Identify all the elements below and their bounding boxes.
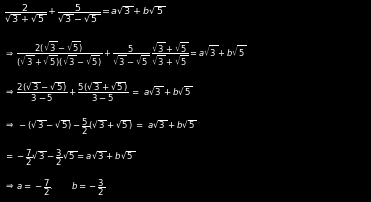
Text: $\dfrac{2}{\sqrt{3}+\sqrt{5}}+\dfrac{5}{\sqrt{3}-\sqrt{5}}=a\sqrt{3}+b\sqrt{5}$: $\dfrac{2}{\sqrt{3}+\sqrt{5}}+\dfrac{5}{… <box>4 2 165 24</box>
Text: $\Rightarrow\;a=-\dfrac{7}{2}.\quad\quad b=-\dfrac{3}{2}$: $\Rightarrow\;a=-\dfrac{7}{2}.\quad\quad… <box>4 177 105 197</box>
Text: $\Rightarrow\;\dfrac{2(\sqrt{3}-\sqrt{5})}{(\sqrt{3}+\sqrt{5})(\sqrt{3}-\sqrt{5}: $\Rightarrow\;\dfrac{2(\sqrt{3}-\sqrt{5}… <box>4 39 246 68</box>
Text: $\Rightarrow\;\dfrac{2(\sqrt{3}-\sqrt{5})}{3-5}+\dfrac{5(\sqrt{3}+\sqrt{5})}{3-5: $\Rightarrow\;\dfrac{2(\sqrt{3}-\sqrt{5}… <box>4 80 193 103</box>
Text: $=-\dfrac{7}{2}\sqrt{3}-\dfrac{3}{2}\sqrt{5}=a\sqrt{3}+b\sqrt{5}$: $=-\dfrac{7}{2}\sqrt{3}-\dfrac{3}{2}\sqr… <box>4 146 135 167</box>
Text: $\Rightarrow\;-(\sqrt{3}-\sqrt{5})-\dfrac{5}{2}(\sqrt{3}+\sqrt{5})\;=\;a\sqrt{3}: $\Rightarrow\;-(\sqrt{3}-\sqrt{5})-\dfra… <box>4 116 196 137</box>
